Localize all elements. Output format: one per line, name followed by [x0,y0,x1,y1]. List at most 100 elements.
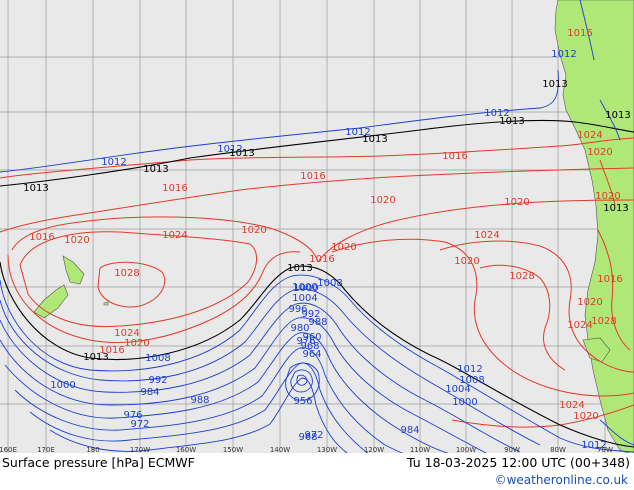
isobar-label: 1008 [145,353,170,364]
isobar-label: 1013 [287,263,312,274]
isobar-label: 1000 [292,282,317,293]
isobar-label: 968 [300,341,319,352]
chatham-island [103,301,109,306]
isobar-label: 1016 [597,274,622,285]
landmasses [33,0,634,456]
new-zealand-north [62,255,85,285]
isobar-label: 1013 [603,203,628,214]
longitude-label: 150W [223,446,243,454]
isobar-label: 1016 [99,345,124,356]
longitude-label: 120W [364,446,384,454]
longitude-label: 170E [37,446,55,454]
isobars-high [0,137,634,428]
isobar-label: 1020 [370,195,395,206]
isobar-label: 1008 [459,375,484,386]
graticule [0,0,634,455]
isobar-label: 1020 [124,338,149,349]
isobar-label: 1016 [162,183,187,194]
longitude-label: 130W [317,446,337,454]
isobar-label: 1016 [567,28,592,39]
isobar-label: 1004 [445,384,470,395]
isobar-label: 1028 [114,268,139,279]
isobar-label: 984 [400,425,419,436]
isobar-label: 1000 [293,283,318,294]
isobar-label: 1024 [114,328,139,339]
isobar-label: 1024 [559,400,584,411]
isobar-label: 1013 [83,352,108,363]
isobar-label: 968 [298,432,317,443]
isobar-label: 1013 [542,79,567,90]
isobar-label: 988 [308,317,327,328]
isobar-label: 972 [304,430,323,441]
isobar-label: 1013 [605,110,630,121]
isobar-label: 1020 [64,235,89,246]
longitude-label: 80W [550,446,566,454]
isobar-label: 1013 [229,148,254,159]
product-title: Surface pressure [hPa] ECMWF [2,455,195,470]
isobar-label: 976 [123,410,142,421]
isobar-label: 996 [288,304,307,315]
longitude-label: 180 [86,446,99,454]
isobar-label: 1012 [217,144,242,155]
isobar-label: 980 [290,323,309,334]
isobar-label: 1016 [442,151,467,162]
longitude-labels: 160E 170E 180 170W 160W 150W 140W 130W 1… [0,446,613,454]
isobar-label: 960 [302,332,321,343]
isobar-label: 1028 [591,316,616,327]
credit-link[interactable]: ©weatheronline.co.uk [494,473,628,487]
longitude-label: 170W [130,446,150,454]
longitude-label: 160E [0,446,17,454]
longitude-label: 100W [456,446,476,454]
isobar-label: 1000 [452,397,477,408]
isobars-low [0,0,634,456]
isobar-label: 1020 [573,411,598,422]
isobar-label: 1024 [162,230,187,241]
tierra-del-fuego [582,337,611,363]
isobar-label: 1013 [499,116,524,127]
isobar-label: 1013 [362,134,387,145]
isobar-label: 1024 [577,130,602,141]
isobar-label: 964 [302,349,321,360]
isobar-label: 1020 [577,297,602,308]
isobar-label: 1004 [292,293,317,304]
isobar-label: 1020 [241,225,266,236]
longitude-label: 70W [597,446,613,454]
longitude-label: 90W [504,446,520,454]
isobar-labels-neutral: 1013 1013 1013 1013 1013 1013 1013 1013 … [23,79,630,363]
ocean [0,0,634,455]
isobar-label: 1020 [504,197,529,208]
isobar-label: 1013 [143,164,168,175]
isobar-label: 1024 [567,320,592,331]
longitude-label: 160W [176,446,196,454]
isobar-labels-low: 1012 1012 1012 1012 1008 1008 1004 1000 … [50,49,606,451]
isobar-label: 1012 [345,127,370,138]
isobars-neutral [0,119,634,448]
isobar-label: 1000 [50,380,75,391]
isobar-label: 1016 [309,254,334,265]
isobar-label: 1020 [587,147,612,158]
south-america [554,0,634,456]
isobar-label: 1008 [317,278,342,289]
isobar-label: 992 [301,309,320,320]
isobar-labels-high: 1016 1016 1016 1016 1016 1016 1016 1020 … [29,28,622,422]
new-zealand-south [33,284,69,319]
isobar-label: 1012 [101,157,126,168]
longitude-label: 140W [270,446,290,454]
isobar-label: 992 [148,375,167,386]
longitude-label: 110W [410,446,430,454]
isobar-label: 1024 [474,230,499,241]
isobar-label: 1020 [595,191,620,202]
isobar-label: 1016 [300,171,325,182]
footer-bar [0,453,634,490]
isobar-label: 1012 [457,364,482,375]
isobar-label: 1020 [331,242,356,253]
isobar-label: 976 [296,336,315,347]
isobar-label: 984 [140,387,159,398]
isobar-label: 1012 [551,49,576,60]
isobar-label: 1013 [23,183,48,194]
isobar-label: 1020 [454,256,479,267]
isobar-label: 988 [190,395,209,406]
isobar-label: 1016 [29,232,54,243]
isobar-label: 972 [130,419,149,430]
